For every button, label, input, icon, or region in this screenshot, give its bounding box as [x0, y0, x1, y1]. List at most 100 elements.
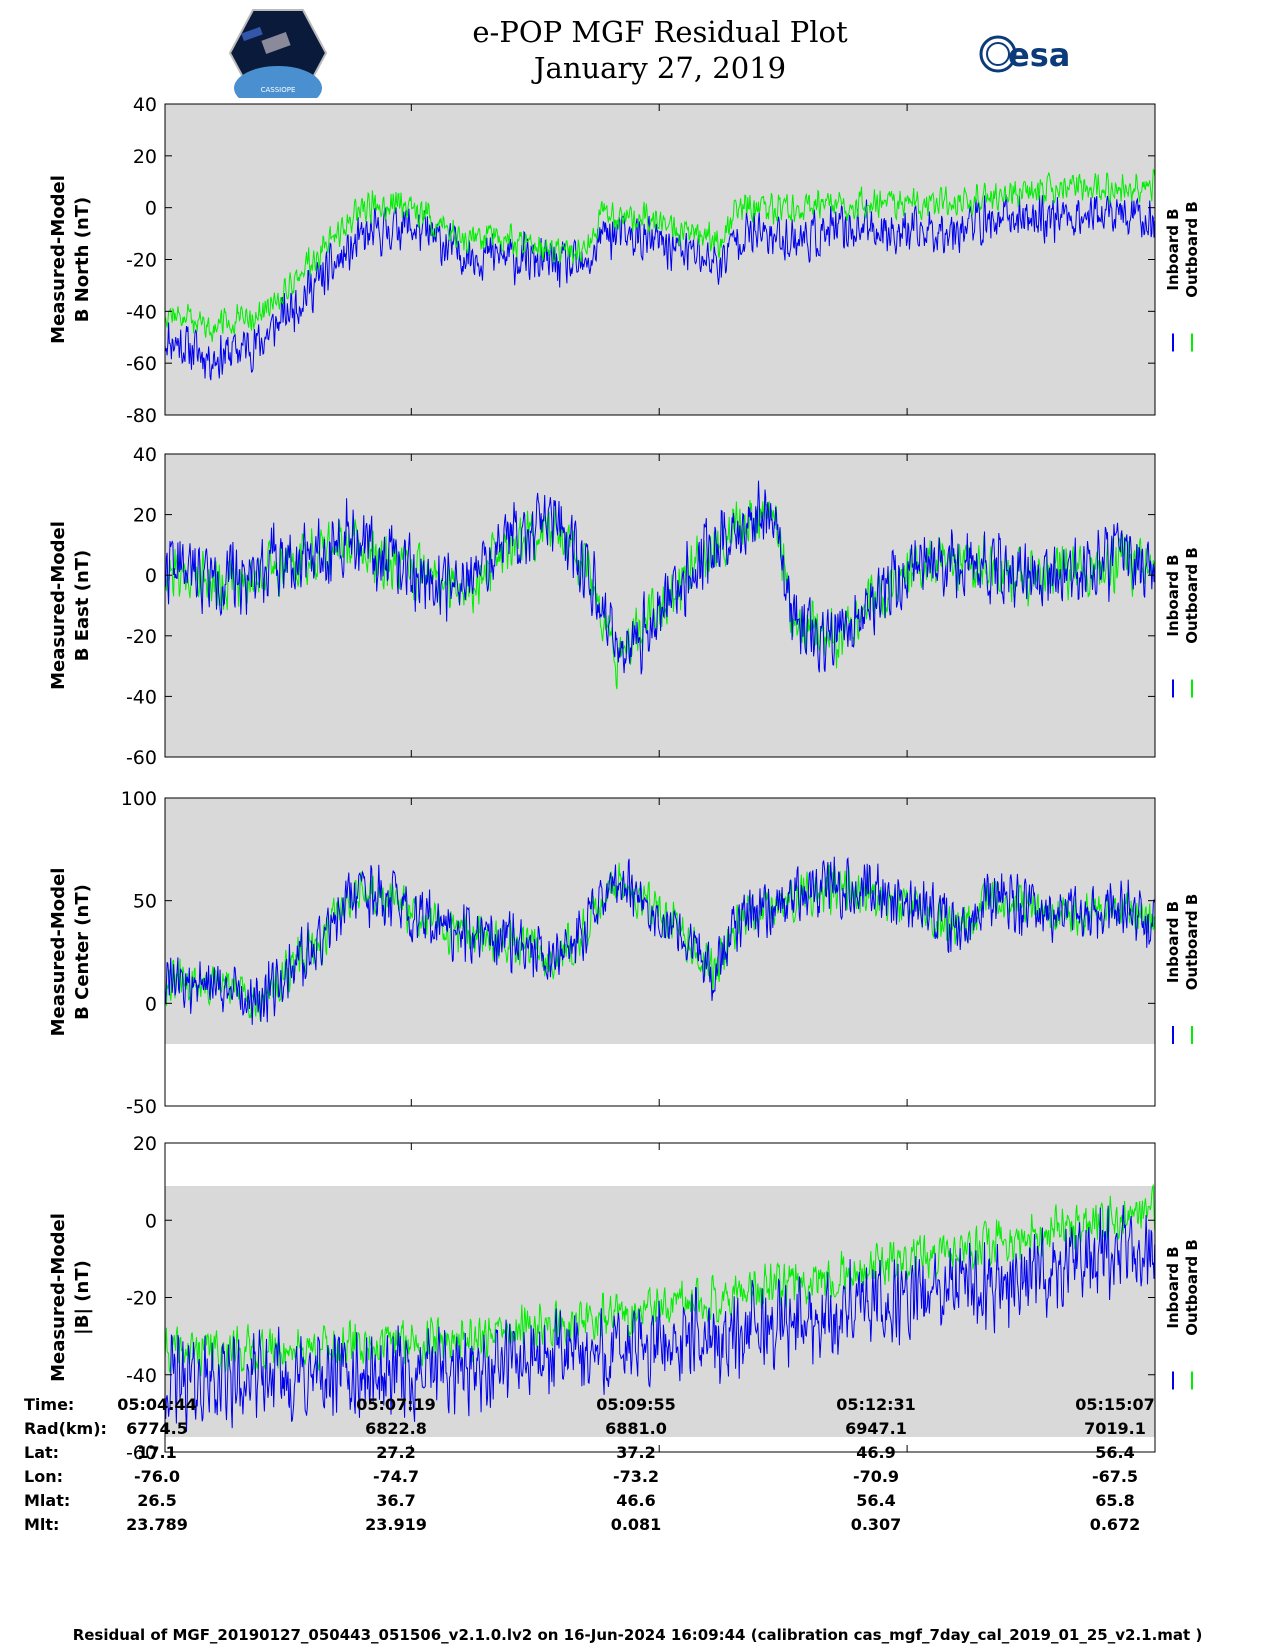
- y-tick-label: -40: [126, 1365, 157, 1387]
- time-value: 05:07:19: [356, 1395, 436, 1414]
- longitude-label: Lon:: [24, 1467, 63, 1486]
- esa-inner-ring-icon: [986, 42, 1010, 66]
- series-line-outboard-b: [164, 168, 1156, 342]
- y-tick-label: 40: [133, 94, 157, 116]
- legend-label: Outboard B: [1183, 1239, 1201, 1336]
- series-line-inboard-b: [164, 194, 1156, 381]
- latitude-value: 17.1: [137, 1443, 177, 1462]
- time-label: Time:: [24, 1395, 75, 1414]
- y-tick-label: 0: [145, 993, 157, 1015]
- y-tick-label: 50: [133, 891, 157, 913]
- earth-limb-shape: [234, 66, 322, 98]
- latitude-value: 37.2: [616, 1443, 656, 1462]
- y-axis-label: Measured-Model: [48, 175, 69, 344]
- y-tick-label: 100: [121, 788, 157, 810]
- mlat-value: 65.8: [1095, 1491, 1135, 1510]
- y-tick-label: -20: [126, 250, 157, 272]
- y-axis-label: B Center (nT): [72, 884, 93, 1020]
- time-value: 05:04:44: [117, 1395, 197, 1414]
- longitude-value: -73.2: [612, 1467, 660, 1486]
- y-axis-label: B East (nT): [72, 550, 93, 662]
- legend-label: Inboard B: [1164, 208, 1182, 290]
- y-axis-label: Measured-Model: [48, 1213, 69, 1382]
- radius-label: Rad(km):: [24, 1419, 107, 1438]
- y-tick-label: 0: [145, 1210, 157, 1232]
- radius-value: 6881.0: [605, 1419, 667, 1438]
- mlat-value: 36.7: [376, 1491, 416, 1510]
- y-tick-label: -20: [126, 626, 157, 648]
- series-line-inboard-b: [164, 856, 1156, 1025]
- legend-label: Inboard B: [1164, 1246, 1182, 1328]
- y-tick-label: -60: [126, 1442, 157, 1464]
- solar-panel-icon: [241, 26, 263, 42]
- esa-logo: esa: [979, 35, 1070, 74]
- satellite-icon: [261, 31, 291, 55]
- cassiope-logo-text: CASSIOPE: [261, 86, 296, 94]
- y-axis-label: Measured-Model: [48, 868, 69, 1037]
- plot-area-background: [165, 798, 1155, 1044]
- series-line-inboard-b: [164, 1205, 1156, 1432]
- legend-label: Inboard B: [1164, 554, 1182, 636]
- chart-panel-4: -60 -40 -20 0 20 Measured-Model |B| (nT) Inboar…: [48, 1133, 1201, 1464]
- series-line-inboard-b: [164, 480, 1156, 675]
- chart-panel-2: -60 -40 -20 0 20 40 Measured-Model B East (nT) I…: [48, 444, 1201, 769]
- mlt-value: 23.919: [365, 1515, 427, 1534]
- plot-title-line1: e-POP MGF Residual Plot: [472, 15, 848, 49]
- plot-area-background: [165, 104, 1155, 415]
- legend-label: Outboard B: [1183, 894, 1201, 991]
- mlt-value: 0.672: [1089, 1515, 1141, 1534]
- mlat-value: 46.6: [616, 1491, 656, 1510]
- chart-panel-1: -80 -60 -40 -20 0 20 40 Measured-Model B North (…: [48, 94, 1201, 427]
- esa-logo-text: esa: [1008, 36, 1070, 74]
- y-tick-label: -20: [126, 1288, 157, 1310]
- y-tick-label: -60: [126, 353, 157, 375]
- y-tick-label: 20: [133, 146, 157, 168]
- y-tick-label: -40: [126, 686, 157, 708]
- chart-panel-3: -50 0 50 100 Measured-Model B Center (nT) Inbo…: [48, 788, 1201, 1118]
- legend-label: Inboard B: [1164, 901, 1182, 983]
- y-tick-label: -80: [126, 405, 157, 427]
- mlt-label: Mlt:: [24, 1515, 60, 1534]
- time-value: 05:09:55: [596, 1395, 676, 1414]
- latitude-value: 56.4: [1095, 1443, 1135, 1462]
- y-tick-label: -50: [126, 1096, 157, 1118]
- time-value: 05:15:07: [1075, 1395, 1155, 1414]
- mlat-value: 56.4: [856, 1491, 896, 1510]
- longitude-value: -67.5: [1091, 1467, 1139, 1486]
- y-tick-label: 40: [133, 444, 157, 466]
- y-tick-label: -40: [126, 301, 157, 323]
- mlat-label: Mlat:: [24, 1491, 71, 1510]
- y-tick-label: -60: [126, 747, 157, 769]
- cassiope-mission-logo: CASSIOPE: [228, 9, 328, 98]
- y-axis-label: B North (nT): [72, 197, 93, 323]
- y-tick-label: 0: [145, 198, 157, 220]
- longitude-value: -76.0: [133, 1467, 181, 1486]
- legend-label: Outboard B: [1183, 547, 1201, 644]
- radius-value: 6822.8: [365, 1419, 427, 1438]
- radius-value: 6947.1: [845, 1419, 907, 1438]
- longitude-value: -70.9: [852, 1467, 900, 1486]
- legend-label: Outboard B: [1183, 201, 1201, 298]
- plot-title-date: January 27, 2019: [533, 51, 787, 85]
- mlt-value: 23.789: [126, 1515, 188, 1534]
- y-axis-label: |B| (nT): [72, 1260, 93, 1335]
- plot-title: e-POP MGF Residual Plot January 27, 2019: [400, 14, 920, 86]
- mlat-value: 26.5: [137, 1491, 177, 1510]
- y-tick-label: 0: [145, 565, 157, 587]
- radius-value: 6774.5: [126, 1419, 188, 1438]
- y-tick-label: 20: [133, 1133, 157, 1155]
- latitude-label: Lat:: [24, 1443, 60, 1462]
- latitude-value: 46.9: [856, 1443, 896, 1462]
- series-line-outboard-b: [164, 497, 1156, 690]
- axes-frame: [164, 797, 1156, 1107]
- radius-value: 7019.1: [1084, 1419, 1146, 1438]
- latitude-value: 27.2: [376, 1443, 416, 1462]
- longitude-value: -74.7: [372, 1467, 420, 1486]
- time-value: 05:12:31: [836, 1395, 916, 1414]
- axes-frame: [164, 453, 1156, 758]
- mlt-value: 0.307: [850, 1515, 902, 1534]
- footer-calibration-note: Residual of MGF_20190127_050443_051506_v…: [72, 1626, 1203, 1644]
- y-tick-label: 20: [133, 505, 157, 527]
